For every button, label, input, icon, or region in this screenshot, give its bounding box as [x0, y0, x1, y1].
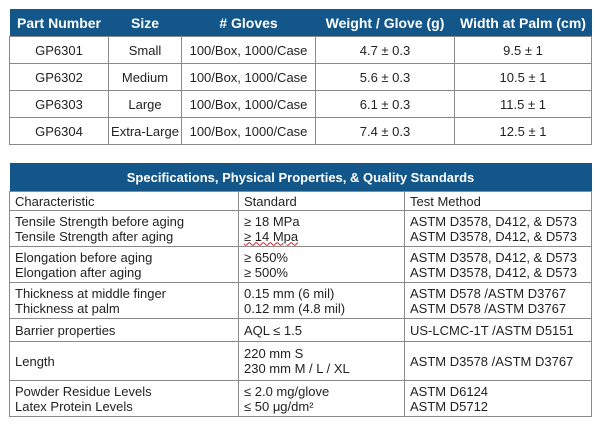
header-test-method: Test Method: [403, 191, 593, 211]
characteristic-line: Thickness at palm: [15, 300, 120, 316]
characteristic-line: Length: [15, 353, 55, 369]
weight-cell: 4.7 ± 0.3: [315, 36, 455, 64]
characteristic-cell: Elongation before aging Elongation after…: [9, 246, 239, 283]
test-method-line: ASTM D578 /ASTM D3767: [410, 300, 567, 316]
table-row: Powder Residue Levels Latex Protein Leve…: [9, 380, 593, 417]
test-method-line: ASTM D6124: [410, 383, 489, 399]
characteristic-line: Powder Residue Levels: [15, 383, 152, 399]
test-method-line: ASTM D3578, D412, & D573: [410, 228, 577, 244]
standard-line: ≥ 650%: [244, 249, 288, 265]
glove-table-header-row: Part Number Size # Gloves Weight / Glove…: [9, 9, 592, 37]
test-method-cell: ASTM D3578 /ASTM D3767: [403, 341, 593, 381]
size-cell: Small: [108, 36, 182, 64]
specifications-table: Specifications, Physical Properties, & Q…: [9, 163, 593, 417]
header-part-number: Part Number: [9, 9, 109, 37]
weight-cell: 6.1 ± 0.3: [315, 90, 455, 118]
standard-line: 0.15 mm (6 mil): [244, 285, 335, 301]
part-number-cell: GP6302: [9, 63, 109, 91]
table-row: Barrier properties AQL ≤ 1.5 US-LCMC-1T …: [9, 318, 593, 342]
weight-cell: 7.4 ± 0.3: [315, 117, 455, 145]
characteristic-line: Latex Protein Levels: [15, 398, 133, 414]
width-cell: 10.5 ± 1: [454, 63, 592, 91]
part-number-cell: GP6303: [9, 90, 109, 118]
standard-line: ≥ 500%: [244, 264, 288, 280]
test-method-line: ASTM D5712: [410, 398, 489, 414]
gloves-count-cell: 100/Box, 1000/Case: [181, 63, 316, 91]
characteristic-cell: Length: [9, 341, 239, 381]
standard-cell: 0.15 mm (6 mil) 0.12 mm (4.8 mil): [238, 282, 405, 319]
characteristic-cell: Barrier properties: [9, 318, 239, 342]
test-method-cell: ASTM D3578, D412, & D573 ASTM D3578, D41…: [403, 246, 593, 283]
characteristic-line: Thickness at middle finger: [15, 285, 167, 301]
table-row: GP6301 Small 100/Box, 1000/Case 4.7 ± 0.…: [9, 36, 592, 64]
width-cell: 11.5 ± 1: [454, 90, 592, 118]
standard-cell: AQL ≤ 1.5: [238, 318, 405, 342]
standard-line: AQL ≤ 1.5: [244, 322, 302, 338]
spec-table-title: Specifications, Physical Properties, & Q…: [9, 163, 592, 192]
standard-line: 220 mm S: [244, 346, 304, 361]
standard-line: ≥ 18 MPa: [244, 213, 300, 229]
header-characteristic: Characteristic: [9, 191, 239, 211]
size-cell: Medium: [108, 63, 182, 91]
header-gloves-count: # Gloves: [181, 9, 316, 37]
standard-line: ≤ 50 μg/dm²: [244, 398, 314, 414]
test-method-cell: US-LCMC-1T /ASTM D5151: [403, 318, 593, 342]
header-weight: Weight / Glove (g): [315, 9, 455, 37]
standard-cell: ≥ 18 MPa ≥ 14 Mpa: [238, 210, 405, 247]
table-row: Length 220 mm S 230 mm M / L / XL ASTM D…: [9, 341, 593, 381]
gloves-count-cell: 100/Box, 1000/Case: [181, 117, 316, 145]
characteristic-line: Tensile Strength after aging: [15, 228, 174, 244]
weight-cell: 5.6 ± 0.3: [315, 63, 455, 91]
test-method-line: ASTM D3578, D412, & D573: [410, 264, 577, 280]
standard-cell: ≥ 650% ≥ 500%: [238, 246, 405, 283]
table-row: GP6302 Medium 100/Box, 1000/Case 5.6 ± 0…: [9, 63, 592, 91]
width-cell: 9.5 ± 1: [454, 36, 592, 64]
test-method-cell: ASTM D6124 ASTM D5712: [403, 380, 593, 417]
characteristic-cell: Powder Residue Levels Latex Protein Leve…: [9, 380, 239, 417]
standard-line: ≤ 2.0 mg/glove: [244, 383, 330, 399]
characteristic-line: Elongation after aging: [15, 264, 142, 280]
header-standard: Standard: [238, 191, 405, 211]
glove-size-table: Part Number Size # Gloves Weight / Glove…: [9, 9, 592, 145]
test-method-line: ASTM D578 /ASTM D3767: [410, 285, 567, 301]
test-method-cell: ASTM D578 /ASTM D3767 ASTM D578 /ASTM D3…: [403, 282, 593, 319]
part-number-cell: GP6301: [9, 36, 109, 64]
size-cell: Extra-Large: [108, 117, 182, 145]
table-row: Tensile Strength before aging Tensile St…: [9, 210, 593, 247]
table-row: Elongation before aging Elongation after…: [9, 246, 593, 283]
spec-title-row: Specifications, Physical Properties, & Q…: [9, 163, 592, 192]
table-row: Thickness at middle finger Thickness at …: [9, 282, 593, 319]
table-row: GP6303 Large 100/Box, 1000/Case 6.1 ± 0.…: [9, 90, 592, 118]
characteristic-cell: Thickness at middle finger Thickness at …: [9, 282, 239, 319]
test-method-line: ASTM D3578, D412, & D573: [410, 249, 577, 265]
test-method-line: ASTM D3578, D412, & D573: [410, 213, 577, 229]
standard-line: 0.12 mm (4.8 mil): [244, 300, 346, 316]
header-size: Size: [108, 9, 182, 37]
standard-line: ≥ 14 Mpa: [244, 228, 299, 244]
part-number-cell: GP6304: [9, 117, 109, 145]
spec-column-header-row: Characteristic Standard Test Method: [9, 191, 593, 211]
standard-cell: ≤ 2.0 mg/glove ≤ 50 μg/dm²: [238, 380, 405, 417]
test-method-line: US-LCMC-1T /ASTM D5151: [410, 322, 574, 338]
header-width-palm: Width at Palm (cm): [454, 9, 592, 37]
standard-cell: 220 mm S 230 mm M / L / XL: [238, 341, 405, 381]
characteristic-line: Barrier properties: [15, 322, 116, 338]
test-method-cell: ASTM D3578, D412, & D573 ASTM D3578, D41…: [403, 210, 593, 247]
gloves-count-cell: 100/Box, 1000/Case: [181, 90, 316, 118]
characteristic-line: Elongation before aging: [15, 249, 153, 265]
width-cell: 12.5 ± 1: [454, 117, 592, 145]
standard-line: 230 mm M / L / XL: [244, 361, 350, 376]
table-row: GP6304 Extra-Large 100/Box, 1000/Case 7.…: [9, 117, 592, 145]
size-cell: Large: [108, 90, 182, 118]
characteristic-line: Tensile Strength before aging: [15, 213, 185, 229]
gloves-count-cell: 100/Box, 1000/Case: [181, 36, 316, 64]
test-method-line: ASTM D3578 /ASTM D3767: [410, 353, 574, 369]
characteristic-cell: Tensile Strength before aging Tensile St…: [9, 210, 239, 247]
